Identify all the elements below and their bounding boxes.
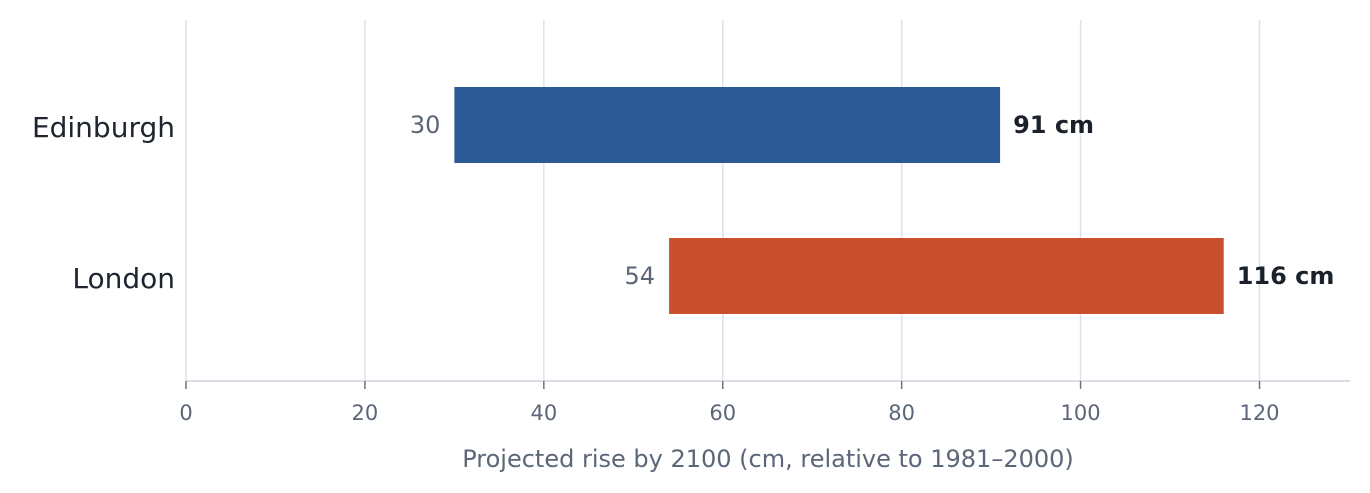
- x-tick-label-40: 40: [530, 401, 557, 425]
- start-label-london: 54: [625, 262, 656, 290]
- x-tick-label-120: 120: [1239, 401, 1279, 425]
- x-tick-label-60: 60: [709, 401, 736, 425]
- x-tick-label-80: 80: [888, 401, 915, 425]
- bars: 30 91 cm 54 116 cm: [410, 87, 1335, 314]
- category-label-london: London: [72, 262, 175, 295]
- gridlines: [185, 20, 1261, 381]
- end-label-edinburgh: 91 cm: [1013, 111, 1094, 139]
- x-axis-title: Projected rise by 2100 (cm, relative to …: [462, 445, 1074, 473]
- x-tick-label-20: 20: [352, 401, 379, 425]
- category-label-edinburgh: Edinburgh: [32, 111, 175, 144]
- x-tick-label-0: 0: [179, 401, 192, 425]
- end-label-london: 116 cm: [1237, 262, 1335, 290]
- x-axis: 0 20 40 60 80 100 120: [179, 380, 1350, 425]
- start-label-edinburgh: 30: [410, 111, 441, 139]
- bar-edinburgh: [454, 87, 1001, 163]
- x-tick-label-100: 100: [1061, 401, 1101, 425]
- category-labels: Edinburgh London: [32, 111, 175, 295]
- bar-london: [669, 238, 1224, 314]
